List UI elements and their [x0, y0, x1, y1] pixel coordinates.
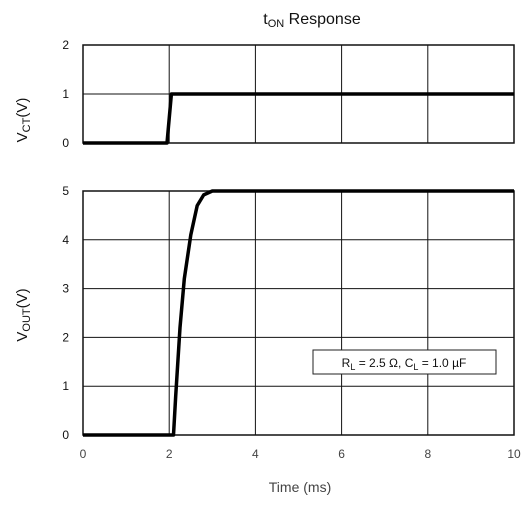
x-tick-label-0: 0: [80, 447, 87, 461]
plot-frame-vout: [82, 190, 515, 436]
y-tick-label-vct-2: 2: [62, 38, 69, 52]
series-line-vout-0: [83, 189, 514, 437]
y-axis-label-vout: VOUT(V): [14, 288, 33, 341]
y-tick-label-vct-1: 1: [62, 87, 69, 101]
y-tick-label-vout-3: 3: [62, 282, 69, 296]
x-tick-label-3: 6: [338, 447, 345, 461]
y-tick-label-vout-4: 4: [62, 233, 69, 247]
y-tick-label-vout-0: 0: [62, 428, 69, 442]
annotation-part-3: L: [413, 362, 418, 372]
chart-title: tON Response: [263, 11, 361, 30]
annotation-part-0: R: [342, 356, 351, 370]
series-line-vct-0: [83, 92, 514, 145]
x-tick-label-2: 4: [252, 447, 259, 461]
y-tick-label-vout-5: 5: [62, 184, 69, 198]
x-tick-label-5: 10: [507, 447, 521, 461]
legend-frame: [312, 349, 497, 375]
y-tick-label-vct-0: 0: [62, 136, 69, 150]
series-layer: [83, 92, 514, 437]
x-tick-label-1: 2: [166, 447, 173, 461]
x-axis-label: Time (ms): [269, 479, 331, 495]
y-tick-labels: 0 1 2 0 1 2 3 4 5: [62, 38, 69, 442]
y-tick-label-vout-1: 1: [62, 379, 69, 393]
grid: [82, 44, 515, 436]
y-axis-label-vct: VCT(V): [14, 98, 33, 143]
annotation-part-4: = 1.0 µF: [418, 356, 466, 370]
annotation-part-2: = 2.5 Ω, C: [355, 356, 413, 370]
legend-annotation: RL = 2.5 Ω, CL = 1.0 µF: [342, 356, 467, 372]
x-tick-labels: 0 2 4 6 8 10: [80, 447, 521, 461]
x-tick-label-4: 8: [424, 447, 431, 461]
annotation-part-1: L: [350, 362, 355, 372]
y-tick-label-vout-2: 2: [62, 330, 69, 344]
legend-box: RL = 2.5 Ω, CL = 1.0 µF: [312, 349, 497, 375]
